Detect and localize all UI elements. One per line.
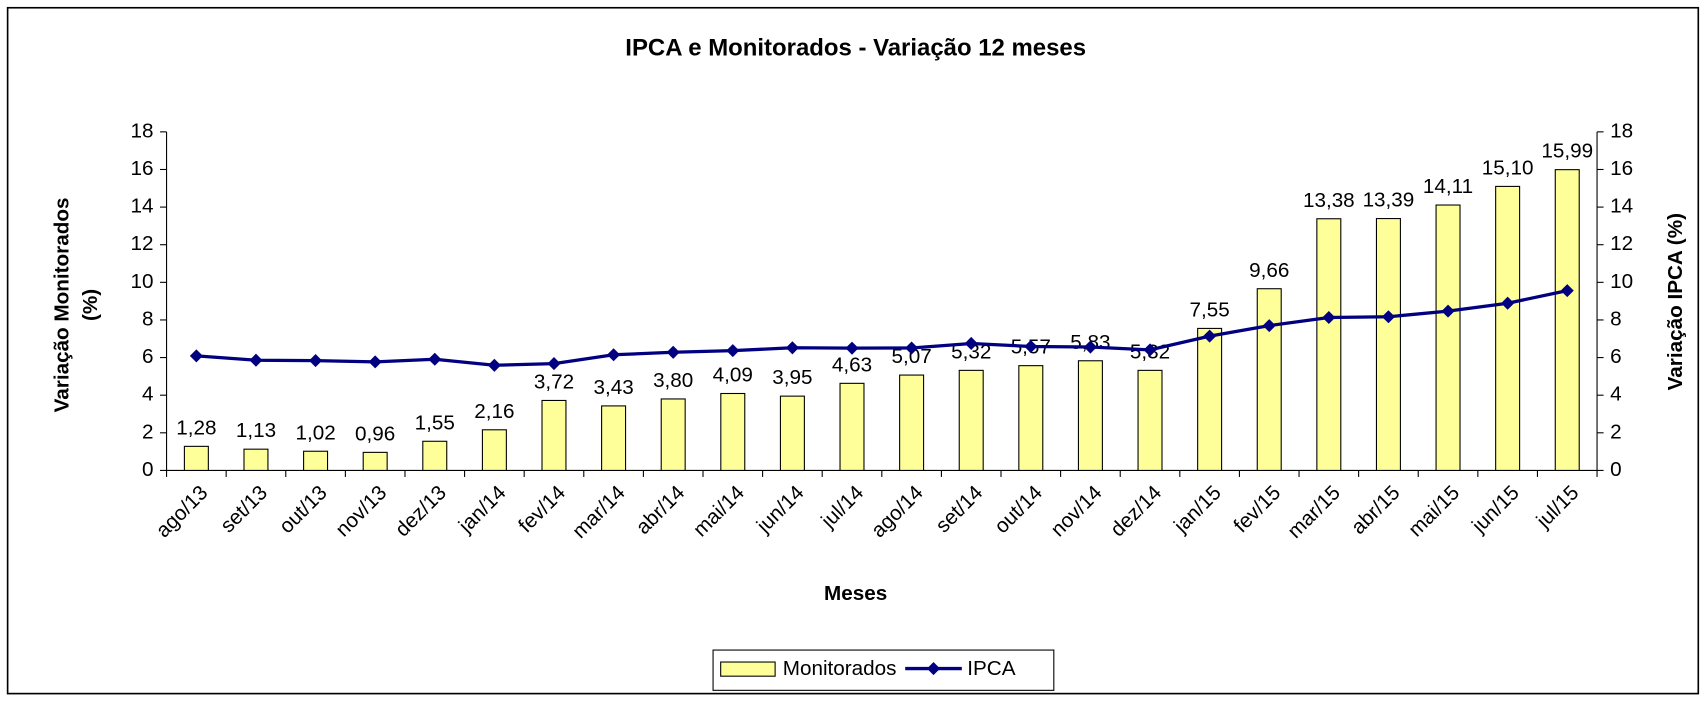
marker	[1560, 284, 1574, 298]
x-axis-label: Meses	[824, 582, 887, 605]
data-label: 13,39	[1363, 189, 1415, 212]
bar	[958, 369, 984, 471]
chart-title: IPCA e Monitorados - Variação 12 meses	[625, 34, 1086, 61]
bar	[1375, 218, 1401, 471]
bar	[1435, 204, 1461, 471]
bar	[1197, 327, 1223, 471]
line	[196, 289, 1568, 367]
y2-tick-label: 10	[1610, 270, 1633, 293]
y-tick-label: 18	[130, 119, 153, 142]
bar	[720, 392, 746, 471]
data-label: 1,55	[415, 411, 455, 434]
bar	[1137, 369, 1163, 471]
y-tick-label: 2	[142, 420, 154, 443]
bar	[1316, 218, 1342, 471]
bar	[1495, 185, 1521, 471]
data-label: 13,38	[1303, 189, 1355, 212]
y-axis-label: (%)	[79, 289, 102, 321]
marker	[1441, 304, 1455, 318]
data-label: 5,07	[891, 345, 931, 368]
data-label: 4,09	[713, 364, 753, 387]
marker	[547, 357, 561, 371]
data-label: 3,80	[653, 369, 693, 392]
bar	[422, 440, 448, 471]
data-label: 3,72	[534, 371, 574, 394]
y2-tick-label: 14	[1610, 195, 1633, 218]
legend-label: Monitorados	[783, 657, 897, 680]
bar	[899, 374, 925, 471]
marker	[1501, 296, 1515, 310]
y2-tick-label: 18	[1610, 119, 1633, 142]
bar	[1018, 365, 1044, 471]
data-label: 15,10	[1482, 156, 1534, 179]
data-label: 7,55	[1190, 298, 1230, 321]
marker	[1143, 343, 1157, 357]
marker	[1203, 329, 1217, 343]
bar	[1554, 169, 1580, 471]
bar	[541, 399, 567, 471]
data-label: 9,66	[1249, 259, 1289, 282]
data-label: 0,96	[355, 422, 395, 445]
marker	[1381, 310, 1395, 324]
marker	[607, 348, 621, 362]
legend-label: IPCA	[967, 657, 1015, 680]
y2-tick-label: 0	[1610, 458, 1622, 481]
data-label: 3,95	[772, 366, 812, 389]
marker	[1024, 339, 1038, 354]
y-tick-label: 10	[130, 270, 153, 293]
y2-tick-label: 8	[1610, 307, 1622, 330]
bar	[362, 451, 388, 471]
data-label: 4,63	[832, 353, 872, 376]
y-tick-label: 8	[142, 307, 154, 330]
y2-tick-label: 6	[1610, 345, 1622, 368]
y2-tick-label: 4	[1610, 383, 1622, 406]
marker	[487, 358, 501, 372]
y2-tick-label: 12	[1610, 232, 1633, 255]
y2-tick-label: 2	[1610, 420, 1622, 443]
data-label: 2,16	[474, 400, 514, 423]
bar	[183, 445, 209, 471]
bar	[243, 448, 269, 471]
bar	[779, 395, 805, 471]
y-tick-label: 0	[142, 458, 154, 481]
y-axis-label: Variação Monitorados	[51, 198, 74, 413]
marker	[905, 341, 919, 355]
y-tick-label: 14	[130, 195, 153, 218]
y-tick-label: 12	[130, 232, 153, 255]
y-tick-label: 4	[142, 383, 154, 406]
data-label: 15,99	[1541, 140, 1593, 163]
data-label: 1,02	[295, 421, 335, 444]
legend-swatch	[720, 661, 776, 677]
y-tick-label: 16	[130, 157, 153, 180]
data-label: 14,11	[1423, 175, 1473, 198]
data-label: 3,43	[593, 376, 633, 399]
data-label: 1,28	[176, 416, 216, 439]
y2-tick-label: 16	[1610, 157, 1633, 180]
bar	[1077, 360, 1103, 471]
bar	[660, 398, 686, 471]
data-label: 5,32	[951, 340, 991, 363]
y2-axis-label: Variação IPCA (%)	[1664, 213, 1687, 390]
legend-swatch	[926, 662, 941, 676]
bar	[481, 429, 507, 471]
bar	[303, 450, 329, 471]
data-label: 1,13	[236, 419, 276, 442]
bar	[839, 382, 865, 471]
bar	[1256, 288, 1282, 471]
y-tick-label: 6	[142, 345, 154, 368]
bar	[601, 405, 627, 471]
marker	[1083, 340, 1097, 354]
marker	[189, 349, 203, 363]
